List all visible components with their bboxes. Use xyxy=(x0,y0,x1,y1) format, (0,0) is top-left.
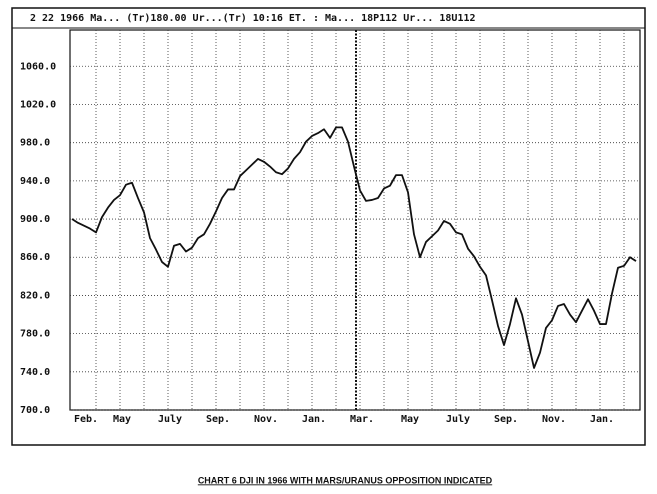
y-tick-label: 900.0 xyxy=(20,214,50,225)
x-tick-label: July xyxy=(446,414,470,425)
x-tick-label: Feb. xyxy=(74,414,98,425)
x-tick-label: Sep. xyxy=(494,414,518,425)
outer-frame xyxy=(11,7,646,446)
x-tick-label: Mar. xyxy=(350,414,374,425)
y-tick-label: 740.0 xyxy=(20,367,50,378)
y-tick-label: 1020.0 xyxy=(20,99,56,110)
header-text: 2 22 1966 Ma... (Tr)180.00 Ur...(Tr) 10:… xyxy=(30,13,476,24)
x-tick-label: Nov. xyxy=(542,414,566,425)
x-tick-label: Jan. xyxy=(590,414,614,425)
x-tick-label: Jan. xyxy=(302,414,326,425)
y-tick-label: 1060.0 xyxy=(20,61,56,72)
caption: CHART 6 DJI IN 1966 WITH MARS/URANUS OPP… xyxy=(198,475,493,485)
y-tick-label: 820.0 xyxy=(20,290,50,301)
x-tick-label: July xyxy=(158,414,182,425)
y-tick-label: 860.0 xyxy=(20,252,50,263)
x-tick-label: Sep. xyxy=(206,414,230,425)
y-tick-label: 780.0 xyxy=(20,329,50,340)
y-tick-label: 700.0 xyxy=(20,405,50,416)
dji-line xyxy=(71,126,637,369)
y-tick-label: 940.0 xyxy=(20,176,50,187)
y-tick-label: 980.0 xyxy=(20,138,50,149)
x-tick-label: Nov. xyxy=(254,414,278,425)
x-tick-label: May xyxy=(113,414,131,425)
x-tick-label: May xyxy=(401,414,419,425)
